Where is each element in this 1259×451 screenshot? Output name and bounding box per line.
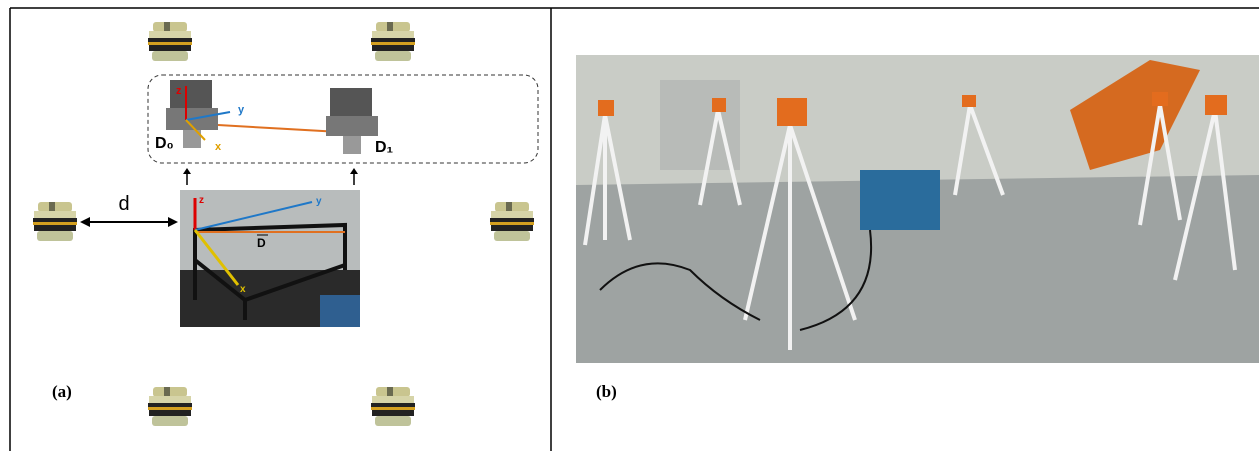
vector-label: D: [257, 236, 266, 250]
axis-label: z: [176, 85, 182, 97]
inset-d0: z y x D₀: [155, 80, 341, 153]
lab-photo: [576, 55, 1259, 363]
panel-label: (b): [596, 382, 617, 401]
point-label: D₁: [375, 139, 394, 156]
frame-photo: z y x D: [180, 190, 360, 327]
axis-label: z: [199, 195, 204, 206]
axis-label: y: [238, 104, 245, 116]
axis-label: y: [316, 196, 322, 207]
distance-label: d: [118, 193, 129, 215]
point-label: D₀: [155, 135, 174, 152]
arrow-head: [80, 217, 178, 227]
axis-label: x: [215, 141, 222, 153]
inset-d1: D₁: [326, 88, 394, 156]
panel-label: (a): [52, 382, 72, 401]
arrow-head: [183, 168, 191, 174]
arrow-head: [350, 168, 358, 174]
axis-label: x: [240, 284, 246, 295]
inset-box: [147, 74, 539, 164]
